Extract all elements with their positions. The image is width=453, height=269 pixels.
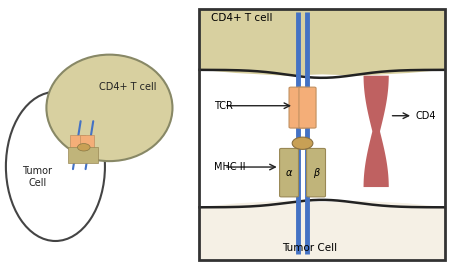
Text: Tumor Cell: Tumor Cell [282,243,337,253]
Text: MHC II: MHC II [214,162,246,172]
Ellipse shape [46,55,173,161]
Text: CD4+ T cell: CD4+ T cell [211,13,272,23]
FancyBboxPatch shape [289,87,306,128]
Ellipse shape [6,92,105,241]
Text: TCR: TCR [214,101,233,111]
FancyBboxPatch shape [68,147,98,163]
Circle shape [292,137,313,149]
Text: CD4: CD4 [415,111,436,121]
Polygon shape [199,9,445,76]
Text: Tumor
Cell: Tumor Cell [22,166,53,188]
FancyBboxPatch shape [280,148,299,197]
Polygon shape [199,201,445,260]
FancyBboxPatch shape [299,87,316,128]
FancyBboxPatch shape [199,9,445,260]
Polygon shape [364,76,389,187]
FancyBboxPatch shape [70,134,85,148]
Text: β: β [313,168,319,178]
Text: CD4+ T cell: CD4+ T cell [99,82,156,91]
FancyBboxPatch shape [307,148,326,197]
FancyBboxPatch shape [80,134,94,148]
Text: α: α [286,168,292,178]
Circle shape [77,144,90,151]
